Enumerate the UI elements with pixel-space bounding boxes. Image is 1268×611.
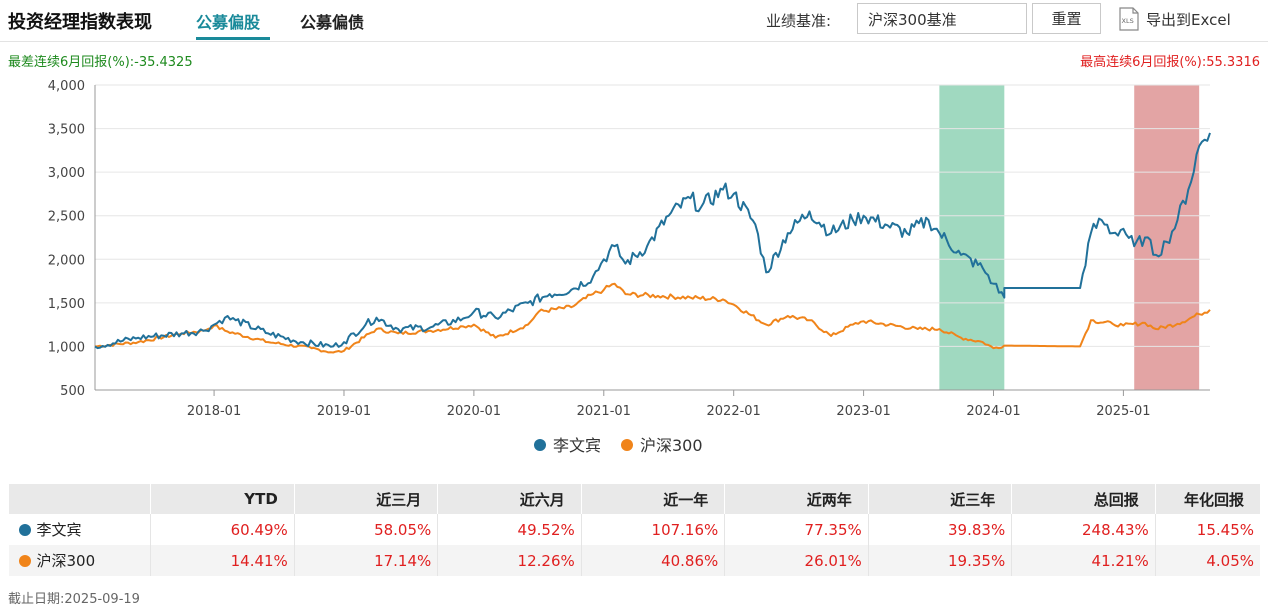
as-of-date: 截止日期:2025-09-19 (8, 592, 140, 607)
table-cell: 107.16% (580, 514, 725, 545)
series-color-dot (18, 524, 31, 536)
chart-legend: 李文宾 沪深300 (534, 436, 703, 455)
row-name-cell: 沪深300 (8, 545, 151, 576)
header-cell-annualized: 年化回报 (1154, 484, 1260, 514)
table-cell: 17.14% (293, 545, 438, 576)
worst-6m-band (939, 85, 1005, 390)
y-tick-label: 4,000 (48, 79, 85, 94)
header-cell-6m: 近六月 (437, 484, 582, 514)
reset-button[interactable]: 重置 (1032, 3, 1101, 34)
x-tick-label: 2021-01 (577, 404, 631, 419)
table-cell: 26.01% (724, 545, 869, 576)
y-tick-label: 3,000 (48, 166, 85, 181)
row-name-cell: 李文宾 (9, 514, 151, 545)
header-cell-3m: 近三月 (293, 484, 438, 514)
y-tick-label: 3,500 (48, 123, 85, 138)
x-tick-label: 2024-01 (966, 404, 1020, 419)
top-bar: 投资经理指数表现 公募偏股 公募偏债 业绩基准: 沪深300基准 重置 XLS … (0, 0, 1268, 42)
header-cell-total: 总回报 (1011, 484, 1156, 514)
header-cell-2y: 近两年 (724, 484, 869, 514)
table-cell: 49.52% (437, 514, 582, 545)
table-row: 沪深300 14.41% 17.14% 12.26% 40.86% 26.01%… (8, 545, 1260, 576)
table-header-row: YTD 近三月 近六月 近一年 近两年 近三年 总回报 年化回报 (7, 484, 1260, 514)
table-cell: 39.83% (867, 514, 1012, 545)
legend-label-benchmark[interactable]: 沪深300 (640, 436, 703, 455)
header-cell-3y: 近三年 (867, 484, 1012, 514)
header-cell-ytd: YTD (150, 484, 295, 514)
table-cell: 15.45% (1154, 514, 1260, 545)
worst-6m-return: 最差连续6月回报(%):-35.4325 (8, 55, 193, 70)
x-tick-label: 2023-01 (836, 404, 890, 419)
table-cell: 41.21% (1011, 545, 1156, 576)
y-tick-label: 2,000 (48, 253, 85, 268)
page-title: 投资经理指数表现 (8, 12, 152, 33)
active-tab-underline (196, 37, 270, 40)
excel-file-icon: XLS (1119, 7, 1139, 31)
header-cell-name (7, 484, 151, 514)
export-excel-button[interactable]: XLS 导出到Excel (1118, 6, 1231, 32)
table-cell: 77.35% (724, 514, 869, 545)
best-6m-return: 最高连续6月回报(%):55.3316 (1080, 55, 1260, 70)
export-label: 导出到Excel (1146, 10, 1231, 29)
legend-marker-benchmark (621, 439, 633, 451)
table-cell: 4.05% (1154, 545, 1260, 576)
y-tick-label: 500 (60, 384, 85, 399)
x-tick-label: 2019-01 (317, 404, 371, 419)
y-tick-label: 1,000 (48, 340, 85, 355)
table-row: 李文宾 60.49% 58.05% 49.52% 107.16% 77.35% … (9, 514, 1260, 545)
x-tick-label: 2018-01 (187, 404, 241, 419)
benchmark-label: 业绩基准: (766, 12, 832, 30)
returns-table: YTD 近三月 近六月 近一年 近两年 近三年 总回报 年化回报 李文宾 60.… (7, 484, 1260, 576)
header-cell-1y: 近一年 (580, 484, 725, 514)
table-cell: 248.43% (1011, 514, 1156, 545)
table-cell: 12.26% (437, 545, 582, 576)
x-tick-label: 2025-01 (1096, 404, 1150, 419)
row-name: 沪深300 (36, 552, 96, 570)
tab-bond-funds[interactable]: 公募偏债 (300, 13, 365, 32)
row-name: 李文宾 (36, 521, 82, 539)
y-tick-label: 2,500 (48, 210, 85, 225)
table-cell: 60.49% (150, 514, 295, 545)
table-cell: 40.86% (580, 545, 725, 576)
legend-label-manager[interactable]: 李文宾 (553, 436, 601, 455)
series-color-dot (18, 555, 31, 567)
svg-text:XLS: XLS (1122, 17, 1134, 25)
tab-equity-funds[interactable]: 公募偏股 (196, 13, 261, 32)
benchmark-select[interactable]: 沪深300基准 (857, 3, 1027, 34)
benchmark-series-line (94, 282, 1211, 354)
y-tick-label: 1,500 (48, 297, 85, 312)
legend-marker-manager (534, 439, 546, 451)
manager-series-line (94, 132, 1211, 350)
performance-chart: 4,000 3,500 3,000 2,500 2,000 1,500 1,000 500 2… (48, 79, 1211, 455)
table-cell: 58.05% (293, 514, 438, 545)
table-cell: 14.41% (150, 545, 295, 576)
x-tick-label: 2020-01 (447, 404, 501, 419)
x-tick-label: 2022-01 (707, 404, 761, 419)
table-cell: 19.35% (867, 545, 1012, 576)
